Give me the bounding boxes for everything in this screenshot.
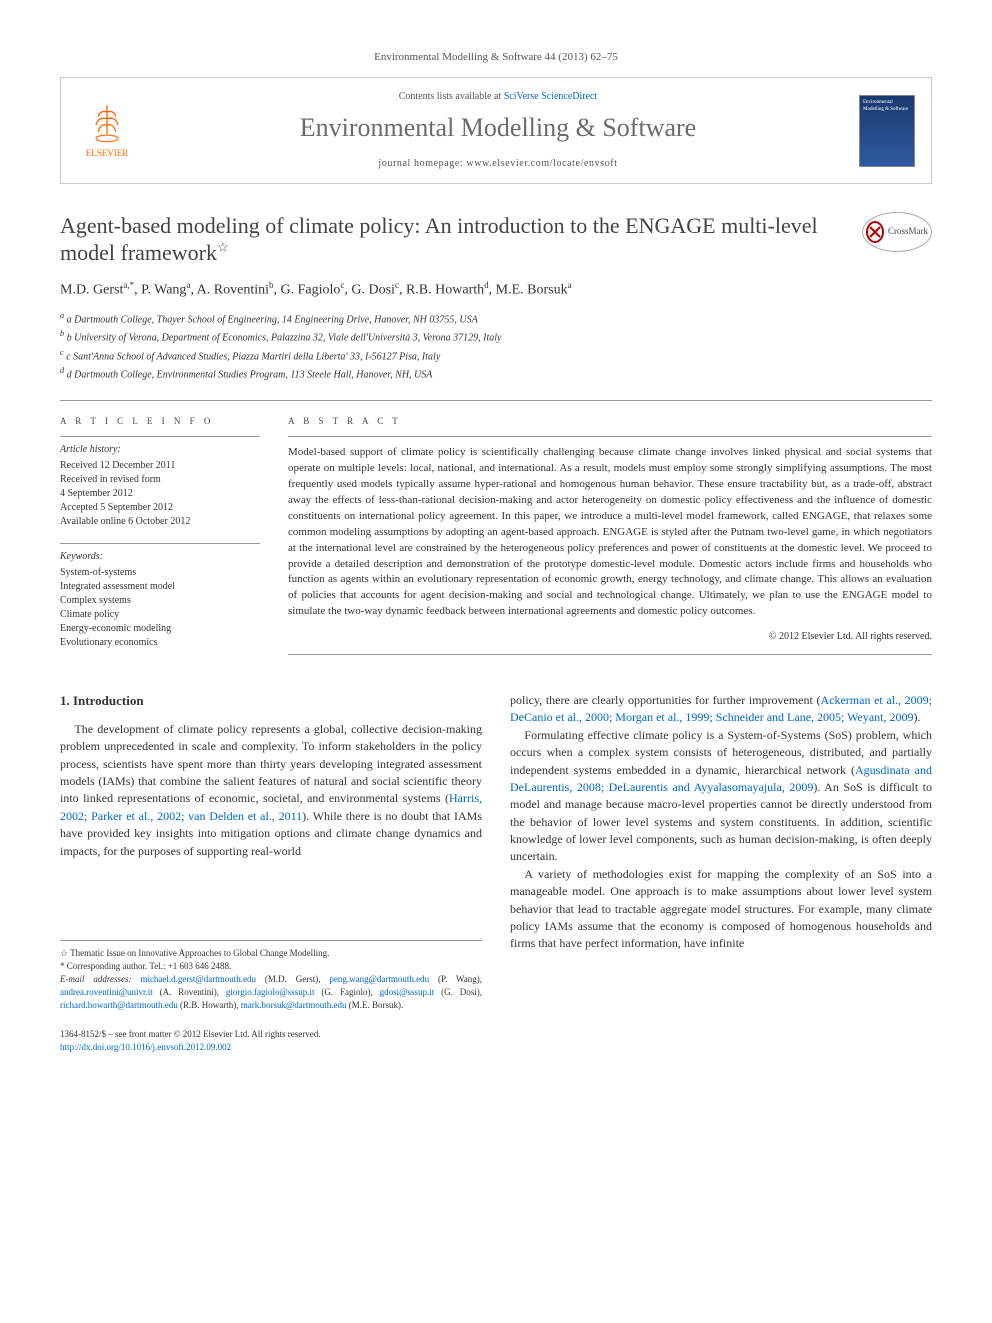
affiliation-d: d d Dartmouth College, Environmental Stu… [60, 365, 932, 382]
history-label: Article history: [60, 443, 260, 457]
authors-list: M.D. Gersta,*, P. Wanga, A. Roventinib, … [60, 279, 932, 300]
keyword: System-of-systems [60, 566, 260, 580]
publisher-name: ELSEVIER [86, 147, 129, 160]
divider [288, 654, 932, 655]
affiliation-c: c c Sant'Anna School of Advanced Studies… [60, 347, 932, 364]
abstract-copyright: © 2012 Elsevier Ltd. All rights reserved… [288, 630, 932, 644]
body-paragraph: A variety of methodologies exist for map… [510, 866, 932, 953]
affiliation-a: a a Dartmouth College, Thayer School of … [60, 310, 932, 327]
article-title: Agent-based modeling of climate policy: … [60, 212, 846, 267]
page-footer-left: 1364-8152/$ – see front matter © 2012 El… [60, 1028, 482, 1054]
abstract-heading: A B S T R A C T [288, 415, 932, 428]
keyword: Complex systems [60, 594, 260, 608]
history-item: Accepted 5 September 2012 [60, 501, 260, 515]
footnote-corresponding: * Corresponding author. Tel.: +1 603 646… [60, 960, 482, 973]
journal-reference: Environmental Modelling & Software 44 (2… [60, 50, 932, 65]
journal-header: ELSEVIER Contents lists available at Sci… [60, 77, 932, 183]
history-item: Received 12 December 2011 [60, 459, 260, 473]
divider [60, 400, 932, 401]
email-link[interactable]: mark.borsuk@dartmouth.edu [241, 1000, 347, 1010]
journal-cover-thumbnail: Environmental Modelling & Software [859, 95, 915, 167]
history-item: Received in revised form [60, 473, 260, 487]
body-paragraph: Formulating effective climate policy is … [510, 727, 932, 866]
email-link[interactable]: giorgio.fagiolo@sssup.it [226, 987, 315, 997]
email-link[interactable]: peng.wang@dartmouth.edu [329, 974, 429, 984]
abstract-text: Model-based support of climate policy is… [288, 445, 932, 620]
journal-homepage: journal homepage: www.elsevier.com/locat… [153, 157, 843, 171]
email-link[interactable]: michael.d.gerst@dartmouth.edu [140, 974, 256, 984]
affiliation-b: b b University of Verona, Department of … [60, 328, 932, 345]
affiliations: a a Dartmouth College, Thayer School of … [60, 310, 932, 382]
email-link[interactable]: gdosi@sssup.it [380, 987, 435, 997]
sciencedirect-link[interactable]: SciVerse ScienceDirect [504, 91, 598, 102]
keywords-label: Keywords: [60, 550, 260, 564]
body-paragraph: policy, there are clearly opportunities … [510, 692, 932, 727]
elsevier-tree-icon [85, 101, 129, 145]
journal-title: Environmental Modelling & Software [153, 110, 843, 146]
keyword: Integrated assessment model [60, 580, 260, 594]
front-matter-line: 1364-8152/$ – see front matter © 2012 El… [60, 1028, 482, 1041]
publisher-logo: ELSEVIER [77, 101, 137, 161]
crossmark-icon [866, 221, 884, 243]
email-link[interactable]: andrea.roventini@univr.it [60, 987, 153, 997]
section-heading: 1. Introduction [60, 692, 482, 711]
body-paragraph: The development of climate policy repres… [60, 721, 482, 860]
body-text: 1. Introduction The development of clima… [60, 692, 932, 1054]
body-column-left: 1. Introduction The development of clima… [60, 692, 482, 1054]
keyword: Climate policy [60, 608, 260, 622]
history-item: 4 September 2012 [60, 487, 260, 501]
divider [288, 436, 932, 437]
article-info-sidebar: A R T I C L E I N F O Article history: R… [60, 415, 260, 664]
abstract-column: A B S T R A C T Model-based support of c… [288, 415, 932, 664]
article-info-heading: A R T I C L E I N F O [60, 415, 260, 428]
footnotes: ☆ Thematic Issue on Innovative Approache… [60, 940, 482, 1012]
doi-link[interactable]: http://dx.doi.org/10.1016/j.envsoft.2012… [60, 1042, 231, 1052]
title-footnote-marker: ☆ [217, 240, 229, 255]
keyword: Evolutionary economics [60, 636, 260, 650]
footnote-thematic: ☆ Thematic Issue on Innovative Approache… [60, 947, 482, 960]
keyword: Energy-economic modeling [60, 622, 260, 636]
body-column-right: policy, there are clearly opportunities … [510, 692, 932, 1054]
history-item: Available online 6 October 2012 [60, 515, 260, 529]
email-link[interactable]: richard.howarth@dartmouth.edu [60, 1000, 178, 1010]
crossmark-badge[interactable]: CrossMark [862, 212, 932, 252]
contents-available: Contents lists available at SciVerse Sci… [153, 90, 843, 104]
footnote-emails: E-mail addresses: michael.d.gerst@dartmo… [60, 973, 482, 1012]
